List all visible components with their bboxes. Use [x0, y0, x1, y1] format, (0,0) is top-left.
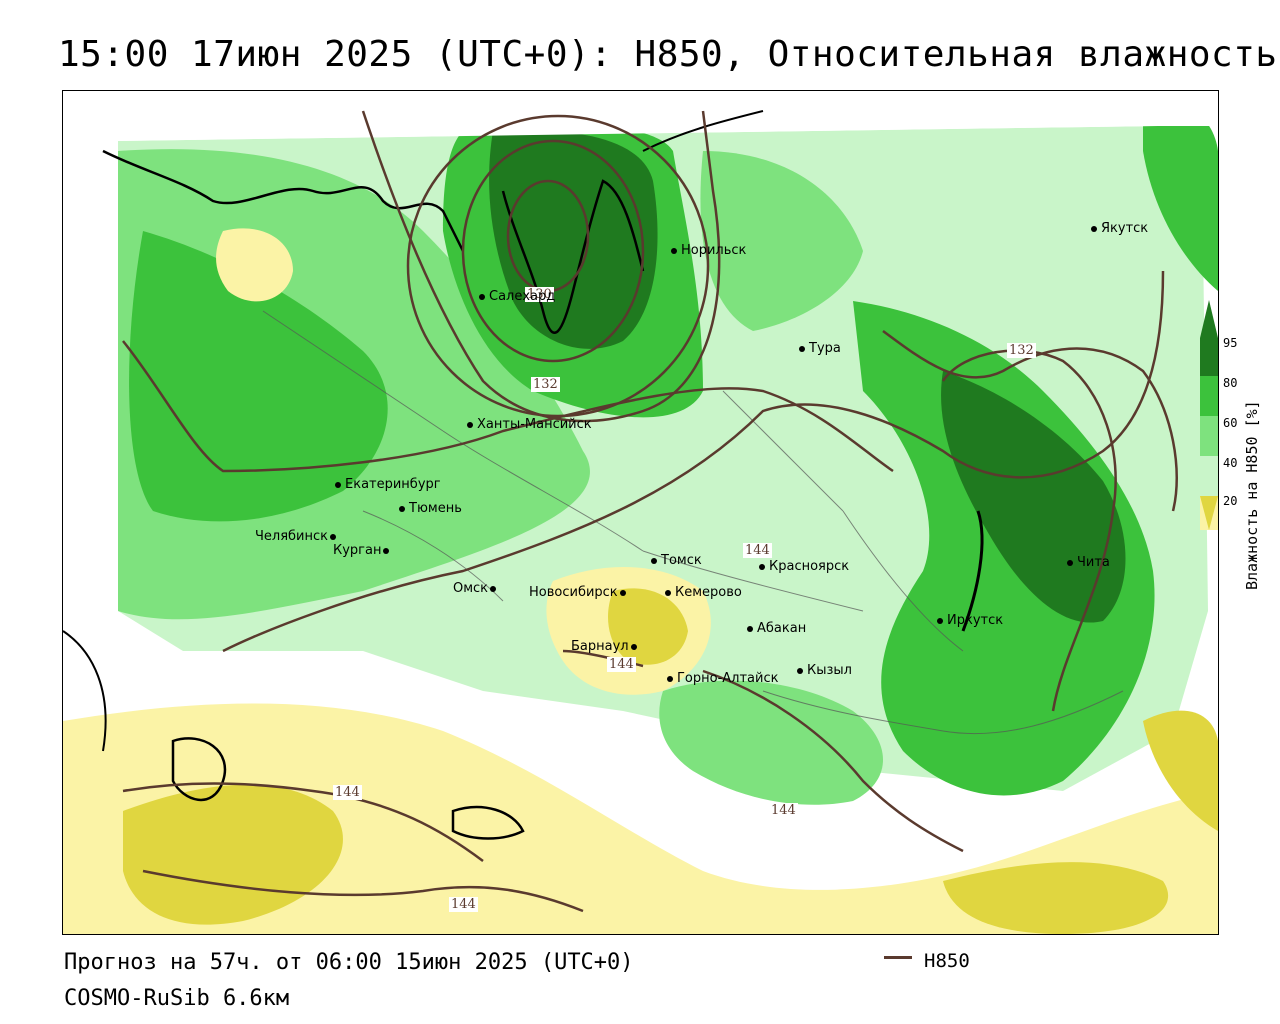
city-marker[interactable]: Абакан — [747, 621, 806, 636]
city-label: Салехард — [489, 289, 556, 304]
city-label: Чита — [1077, 555, 1110, 570]
city-marker[interactable]: Тура — [799, 341, 841, 356]
city-marker[interactable]: Чита — [1067, 555, 1110, 570]
city-dot-icon — [630, 643, 637, 650]
city-dot-icon — [335, 481, 341, 488]
city-dot-icon — [747, 625, 753, 632]
scale-tick-40: 40 — [1223, 456, 1238, 470]
city-marker[interactable]: Кемерово — [665, 585, 742, 600]
contour-legend-label: H850 — [924, 950, 970, 972]
city-marker[interactable]: Норильск — [671, 243, 746, 258]
city-label: Ханты-Мансийск — [477, 417, 592, 432]
city-dot-icon — [759, 563, 765, 570]
contour-legend-line-icon — [884, 956, 912, 959]
city-dot-icon — [1067, 559, 1073, 566]
city-label: Иркутск — [947, 613, 1004, 628]
city-marker[interactable]: Челябинск — [255, 529, 340, 544]
city-label: Норильск — [681, 243, 747, 258]
city-marker[interactable]: Екатеринбург — [335, 477, 441, 492]
city-label: Екатеринбург — [345, 477, 441, 492]
city-dot-icon — [467, 421, 473, 428]
contour-label: 144 — [769, 803, 798, 818]
city-dot-icon — [665, 589, 671, 596]
city-label: Кызыл — [807, 663, 852, 678]
city-dot-icon — [479, 293, 485, 300]
city-marker[interactable]: Барнаул — [571, 639, 641, 654]
city-label: Томск — [661, 553, 702, 568]
humidity-field — [63, 91, 1218, 934]
city-label: Горно-Алтайск — [677, 671, 779, 686]
city-dot-icon — [619, 589, 626, 596]
city-marker[interactable]: Горно-Алтайск — [667, 671, 778, 686]
city-marker[interactable]: Новосибирск — [529, 585, 630, 600]
city-label: Абакан — [757, 621, 807, 636]
city-dot-icon — [1091, 225, 1097, 232]
city-marker[interactable]: Тюмень — [399, 501, 462, 516]
contour-label: 144 — [743, 543, 772, 558]
city-label: Якутск — [1101, 221, 1149, 236]
city-dot-icon — [383, 547, 390, 554]
map-area[interactable]: 130 132 132 144 144 144 144 144 Якутск Н… — [62, 90, 1219, 935]
map-title: 15:00 17июн 2025 (UTC+0): H850, Относите… — [58, 34, 1278, 75]
contour-label: 144 — [449, 897, 478, 912]
model-info: COSMO-RuSib 6.6км — [64, 986, 290, 1011]
city-label: Курган — [333, 543, 382, 558]
contour-label: 130 — [525, 287, 554, 302]
city-label: Тюмень — [409, 501, 462, 516]
city-marker[interactable]: Красноярск — [759, 559, 849, 574]
contour-label: 132 — [531, 377, 560, 392]
city-label: Омск — [453, 581, 489, 596]
city-dot-icon — [651, 557, 657, 564]
city-dot-icon — [799, 345, 805, 352]
city-marker[interactable]: Якутск — [1091, 221, 1148, 236]
city-marker[interactable]: Томск — [651, 553, 702, 568]
city-dot-icon — [937, 617, 943, 624]
humidity-color-scale — [1200, 300, 1218, 530]
city-marker[interactable]: Салехард — [479, 289, 555, 304]
city-marker[interactable]: Кызыл — [797, 663, 852, 678]
city-dot-icon — [667, 675, 673, 682]
city-label: Тура — [809, 341, 841, 356]
city-marker[interactable]: Иркутск — [937, 613, 1003, 628]
city-label: Новосибирск — [529, 585, 618, 600]
city-marker[interactable]: Омск — [453, 581, 500, 596]
city-dot-icon — [797, 667, 803, 674]
city-label: Красноярск — [769, 559, 850, 574]
scale-tick-80: 80 — [1223, 376, 1238, 390]
city-dot-icon — [490, 585, 497, 592]
contour-label: 132 — [1007, 343, 1036, 358]
contour-label: 144 — [333, 785, 362, 800]
scale-title: Влажность на H850 [%] — [1243, 400, 1261, 590]
city-marker[interactable]: Курган — [333, 543, 393, 558]
city-dot-icon — [330, 533, 337, 540]
city-marker[interactable]: Ханты-Мансийск — [467, 417, 592, 432]
city-label: Кемерово — [675, 585, 742, 600]
city-label: Челябинск — [255, 529, 329, 544]
scale-tick-20: 20 — [1223, 494, 1238, 508]
forecast-info: Прогноз на 57ч. от 06:00 15июн 2025 (UTC… — [64, 950, 634, 975]
contour-label: 144 — [607, 657, 636, 672]
scale-tick-60: 60 — [1223, 416, 1238, 430]
scale-tick-95: 95 — [1223, 336, 1238, 350]
city-dot-icon — [671, 247, 677, 254]
city-label: Барнаул — [571, 639, 629, 654]
city-dot-icon — [399, 505, 405, 512]
